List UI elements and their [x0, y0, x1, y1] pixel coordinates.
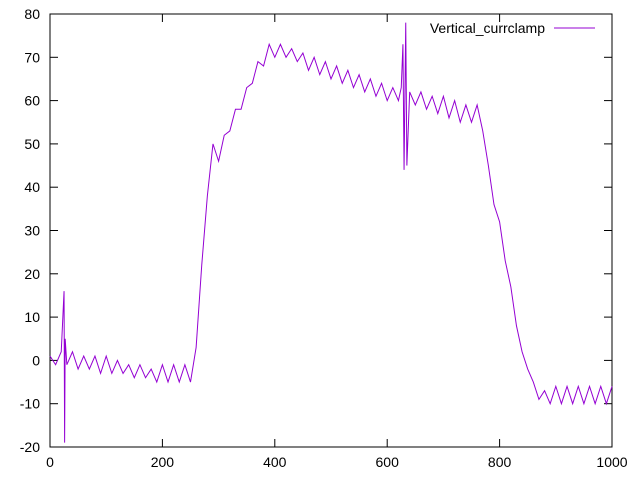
y-tick-label: 30 — [24, 223, 40, 239]
y-tick-label: 50 — [24, 136, 40, 152]
y-tick-label: -10 — [20, 396, 40, 412]
x-tick-label: 600 — [376, 454, 400, 470]
x-tick-label: 1000 — [596, 454, 627, 470]
y-tick-label: 60 — [24, 93, 40, 109]
x-tick-label: 800 — [488, 454, 512, 470]
x-tick-label: 0 — [46, 454, 54, 470]
y-tick-label: 0 — [32, 352, 40, 368]
y-tick-label: 70 — [24, 49, 40, 65]
legend-label: Vertical_currclamp — [430, 20, 545, 36]
y-tick-label: 80 — [24, 6, 40, 22]
y-tick-label: 10 — [24, 309, 40, 325]
x-tick-label: 400 — [263, 454, 287, 470]
y-tick-label: -20 — [20, 439, 40, 455]
line-series — [49, 22, 613, 443]
y-tick-label: 20 — [24, 266, 40, 282]
x-tick-label: 200 — [151, 454, 175, 470]
y-tick-label: 40 — [24, 179, 40, 195]
